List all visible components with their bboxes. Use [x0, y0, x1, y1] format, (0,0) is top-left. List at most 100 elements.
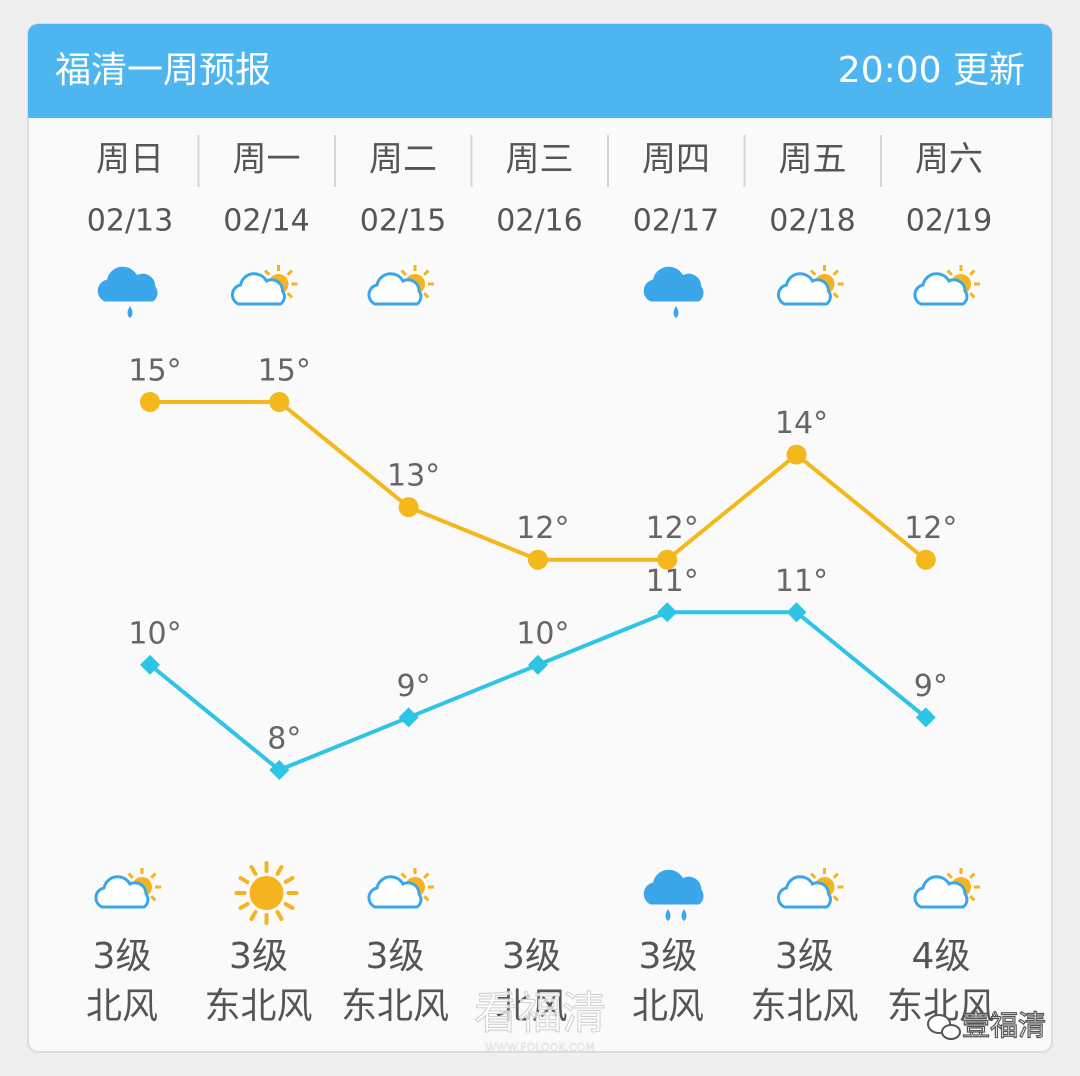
date: 02/16	[496, 204, 582, 239]
temperature-marker	[527, 654, 548, 675]
bubble	[941, 1024, 961, 1040]
sun-ray	[264, 269, 271, 276]
temperature-label: 14°	[775, 406, 828, 441]
title: 福清一周预报	[55, 50, 271, 91]
temperature-marker	[269, 392, 290, 412]
day-weather-icon	[97, 266, 158, 318]
wechat-icon	[927, 1014, 961, 1040]
temperature-label: 10°	[516, 616, 569, 651]
temperature-marker	[915, 549, 936, 570]
temperature-marker	[269, 760, 290, 780]
sun-ray	[283, 876, 295, 884]
rain-drop	[681, 909, 687, 921]
day-weather-icon	[367, 265, 434, 306]
sun-ray	[400, 872, 407, 879]
temperature-label: 15°	[258, 354, 311, 389]
night-weather-icon	[776, 868, 844, 909]
cloud	[367, 875, 423, 909]
cloud	[913, 875, 969, 909]
wind-direction: 北风	[86, 986, 158, 1027]
sun-ray	[275, 910, 284, 921]
temperature-label: 12°	[516, 511, 569, 546]
date: 02/18	[769, 204, 855, 239]
temperature-marker	[657, 549, 678, 570]
temperature-label: 10°	[128, 616, 181, 651]
date: 02/17	[633, 204, 719, 239]
wind-level: 3级	[366, 936, 425, 977]
weekday: 周一	[233, 140, 301, 180]
temperature-marker	[657, 602, 678, 623]
header-bar	[28, 24, 1052, 118]
weekday: 周日	[96, 140, 164, 180]
sun-ray	[400, 269, 407, 276]
temperature-label: 9°	[397, 669, 431, 704]
weekday: 周六	[915, 140, 983, 180]
wind-level: 3级	[229, 936, 288, 977]
wind-direction: 东北风	[204, 986, 312, 1027]
sun-ray	[127, 872, 134, 879]
cloud	[643, 266, 704, 302]
weekday: 周五	[779, 140, 847, 180]
wind-level: 4级	[912, 936, 971, 977]
date: 02/19	[906, 204, 992, 239]
temperature-label: 13°	[387, 459, 440, 494]
update-time: 20:00 更新	[838, 50, 1025, 91]
wind-level: 3级	[502, 936, 561, 977]
date: 02/15	[360, 204, 446, 239]
wind-direction: 北风	[495, 986, 567, 1027]
night-weather-icon	[234, 861, 299, 925]
sun-ray	[969, 292, 976, 299]
cloud	[94, 875, 150, 909]
watermark-account: 壹福清	[962, 1009, 1046, 1042]
cloud	[776, 272, 832, 306]
sun-ray	[810, 872, 817, 879]
sun-ray	[286, 292, 293, 299]
sun-ray	[946, 872, 953, 879]
sun-ray	[150, 872, 157, 879]
night-weather-icon	[367, 868, 434, 909]
sun-ray	[969, 872, 976, 879]
temperature-marker	[786, 602, 807, 623]
temperature-label: 9°	[914, 669, 948, 704]
cloud	[913, 272, 969, 306]
sun-ray	[275, 865, 284, 876]
sun-ray	[969, 895, 976, 902]
sun-ray	[832, 269, 839, 276]
wind-direction: 北风	[632, 986, 704, 1027]
temperature-marker	[398, 497, 419, 518]
cloud	[776, 875, 832, 909]
sun-ray	[423, 872, 430, 879]
temperature-label: 11°	[646, 564, 699, 599]
night-weather-icon	[643, 869, 704, 921]
wind-level: 3级	[775, 936, 834, 977]
wind-level: 3级	[639, 936, 698, 977]
sun-ray	[423, 895, 430, 902]
rain-drop	[127, 306, 133, 318]
rain-drop	[665, 909, 671, 921]
weekday: 周三	[506, 140, 574, 180]
temperature-marker	[915, 707, 936, 728]
sun-ray	[810, 269, 817, 276]
cloud	[367, 272, 423, 306]
sun	[249, 876, 284, 910]
rain-drop	[673, 306, 679, 318]
temperature-label: 12°	[646, 511, 699, 546]
temperature-marker	[140, 392, 160, 412]
temperature-label: 8°	[267, 722, 301, 757]
temperature-label: 12°	[904, 511, 957, 546]
weekday: 周四	[642, 140, 710, 180]
wind-level: 3级	[93, 936, 152, 977]
sun-ray	[249, 910, 258, 921]
temperature-marker	[527, 549, 548, 570]
sun-ray	[249, 865, 258, 876]
sun-ray	[286, 269, 293, 276]
temperature-marker	[398, 707, 419, 728]
day-weather-icon	[230, 265, 298, 306]
sun-ray	[238, 902, 250, 910]
sun-ray	[150, 895, 157, 902]
sun-ray	[423, 269, 430, 276]
sun-ray	[283, 902, 295, 910]
sun-ray	[832, 895, 839, 902]
